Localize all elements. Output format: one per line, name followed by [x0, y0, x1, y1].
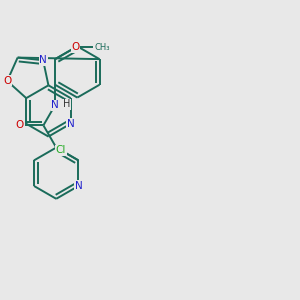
Text: H: H	[63, 99, 70, 110]
Text: O: O	[3, 76, 11, 86]
Text: N: N	[67, 119, 74, 129]
Text: Cl: Cl	[56, 145, 66, 155]
Text: CH₃: CH₃	[94, 43, 110, 52]
Text: O: O	[16, 120, 24, 130]
Text: N: N	[74, 181, 82, 191]
Text: N: N	[51, 100, 59, 110]
Text: O: O	[71, 42, 80, 52]
Text: N: N	[39, 55, 47, 65]
